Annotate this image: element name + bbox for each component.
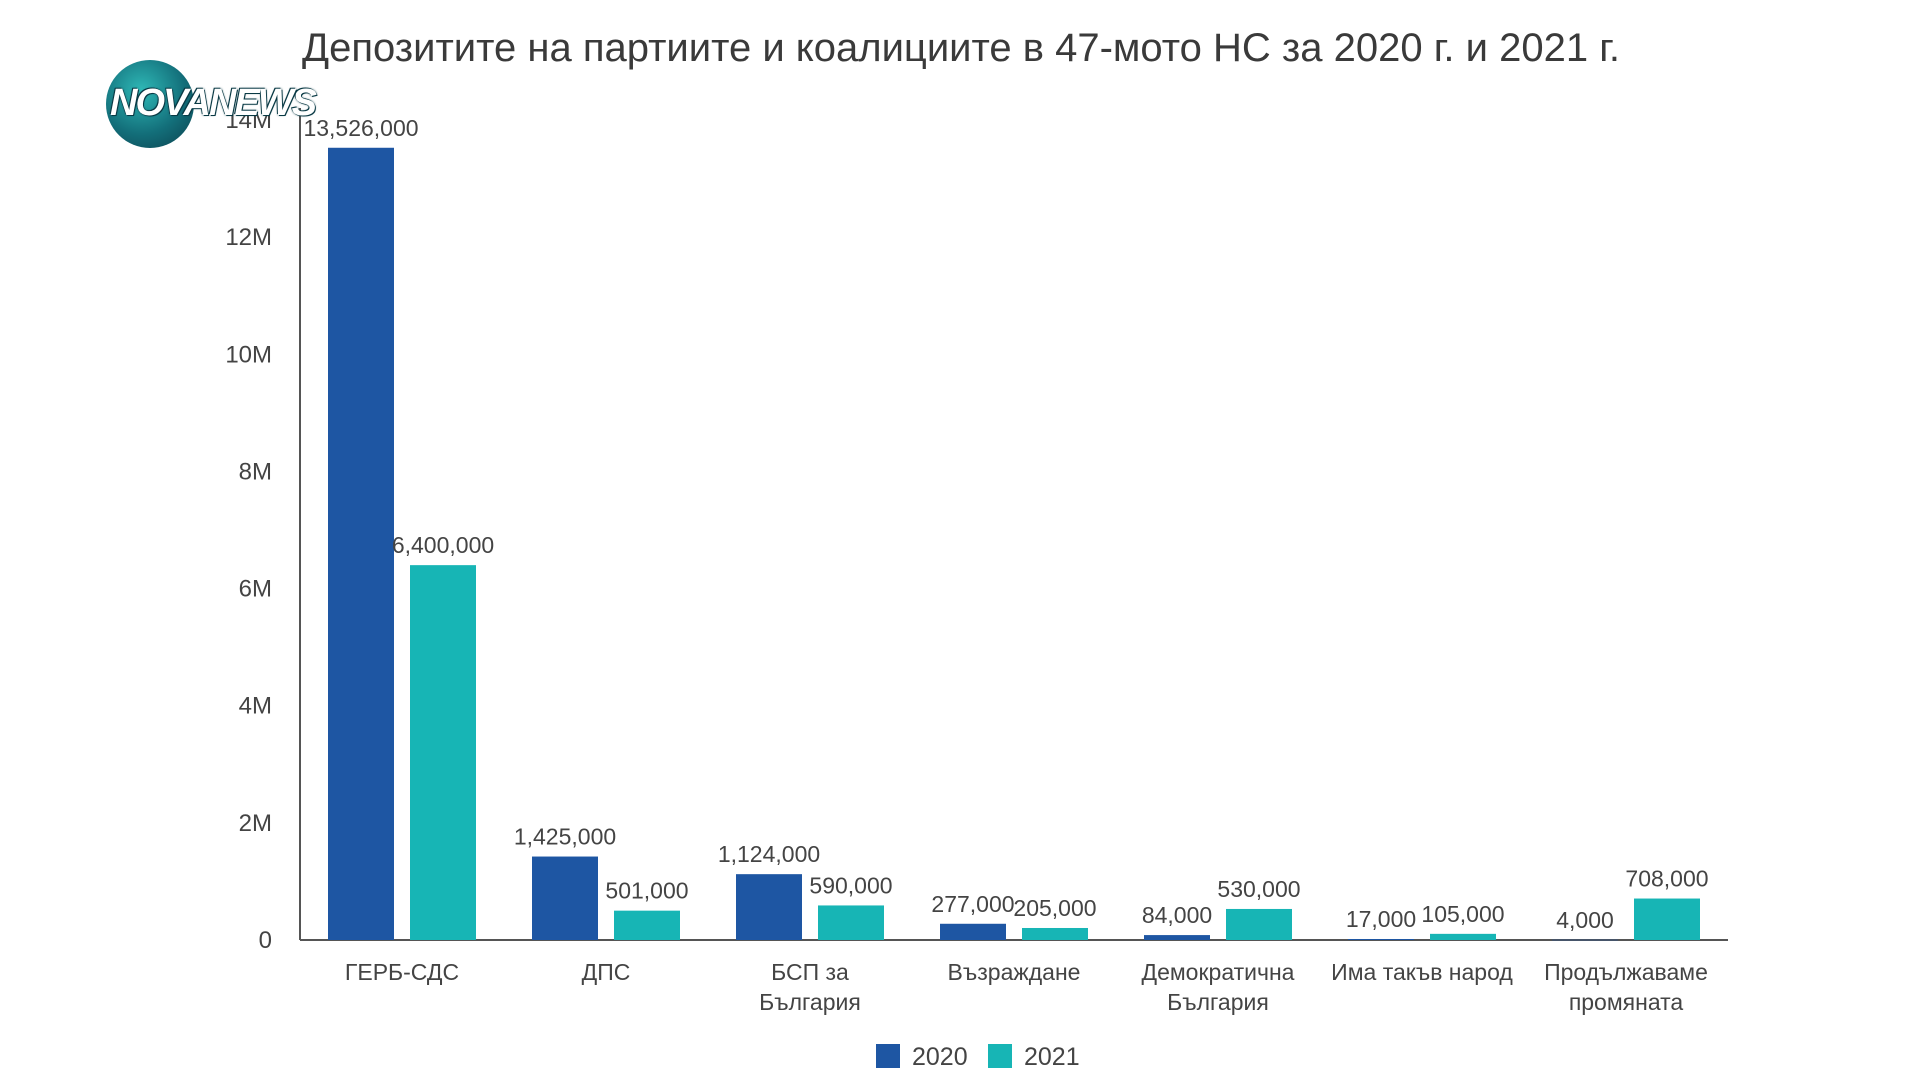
data-label-2020: 1,425,000 — [514, 824, 616, 850]
data-label-2021: 501,000 — [605, 878, 688, 904]
x-tick-label: България — [759, 989, 861, 1015]
bar-2020 — [1552, 939, 1618, 941]
data-label-2020: 84,000 — [1142, 902, 1212, 928]
bar-2020 — [940, 923, 1006, 940]
data-label-2020: 17,000 — [1346, 906, 1416, 932]
x-tick-label: Продължаваме — [1544, 959, 1708, 985]
data-label-2021: 205,000 — [1013, 895, 1096, 921]
x-tick-label: ДПС — [582, 959, 631, 985]
y-tick-label: 14M — [225, 107, 272, 134]
x-tick-label: България — [1167, 989, 1269, 1015]
legend-label-2020: 2020 — [912, 1043, 968, 1071]
y-tick-label: 2M — [239, 810, 272, 837]
bar-2021 — [818, 905, 884, 940]
chart-axes: 0 2M 4M 6M 8M 10M 12M 14M ГЕРБ-СДС ДПС БСП за Бълга… — [225, 107, 1728, 1015]
x-tick-label: промяната — [1569, 989, 1684, 1015]
data-label-2021: 6,400,000 — [392, 532, 494, 558]
legend-swatch-2020 — [876, 1044, 900, 1068]
bar-2021 — [1022, 927, 1088, 940]
data-label-2021: 708,000 — [1625, 866, 1708, 892]
chart-data-labels: 13,526,000 6,400,000 1,425,000 501,000 1,124… — [303, 115, 1708, 933]
x-tick-label: Има такъв народ — [1331, 959, 1513, 985]
x-tick-label: БСП за — [771, 959, 849, 985]
x-tick-label: Демократична — [1142, 959, 1295, 985]
bar-2020 — [1144, 935, 1210, 940]
bar-2020 — [1348, 939, 1414, 940]
data-label-2021: 105,000 — [1421, 901, 1504, 927]
data-label-2020: 13,526,000 — [303, 115, 418, 141]
logo-text: NOVANEWS — [110, 82, 317, 124]
y-tick-label: 10M — [225, 341, 272, 368]
legend-swatch-2021 — [988, 1044, 1012, 1068]
chart-bars — [328, 147, 1700, 941]
logo-disc — [106, 60, 194, 148]
bar-2021 — [1430, 933, 1496, 940]
x-tick-label: Възраждане — [948, 959, 1081, 985]
x-tick-label: ГЕРБ-СДС — [345, 959, 459, 985]
legend-label-2021: 2021 — [1024, 1043, 1080, 1071]
y-tick-label: 0 — [259, 927, 272, 954]
data-label-2020: 4,000 — [1556, 907, 1614, 933]
y-tick-label: 8M — [239, 458, 272, 485]
bar-2020 — [736, 874, 802, 940]
y-tick-label: 12M — [225, 224, 272, 251]
y-tick-label: 6M — [239, 576, 272, 603]
bar-2021 — [1226, 908, 1292, 940]
chart-legend: 2020 2021 — [876, 1043, 1080, 1071]
novanews-logo: NOVANEWS — [106, 60, 317, 148]
data-label-2020: 277,000 — [931, 891, 1014, 917]
bar-2020 — [328, 147, 394, 940]
bar-2020 — [532, 856, 598, 940]
bar-2021 — [410, 565, 476, 940]
y-tick-label: 4M — [239, 693, 272, 720]
bar-2021 — [614, 910, 680, 940]
bar-2021 — [1634, 898, 1700, 940]
data-label-2021: 590,000 — [809, 872, 892, 898]
data-label-2021: 530,000 — [1217, 876, 1300, 902]
data-label-2020: 1,124,000 — [718, 841, 820, 867]
chart-title: Депозитите на партиите и коалициите в 47… — [302, 26, 1621, 70]
